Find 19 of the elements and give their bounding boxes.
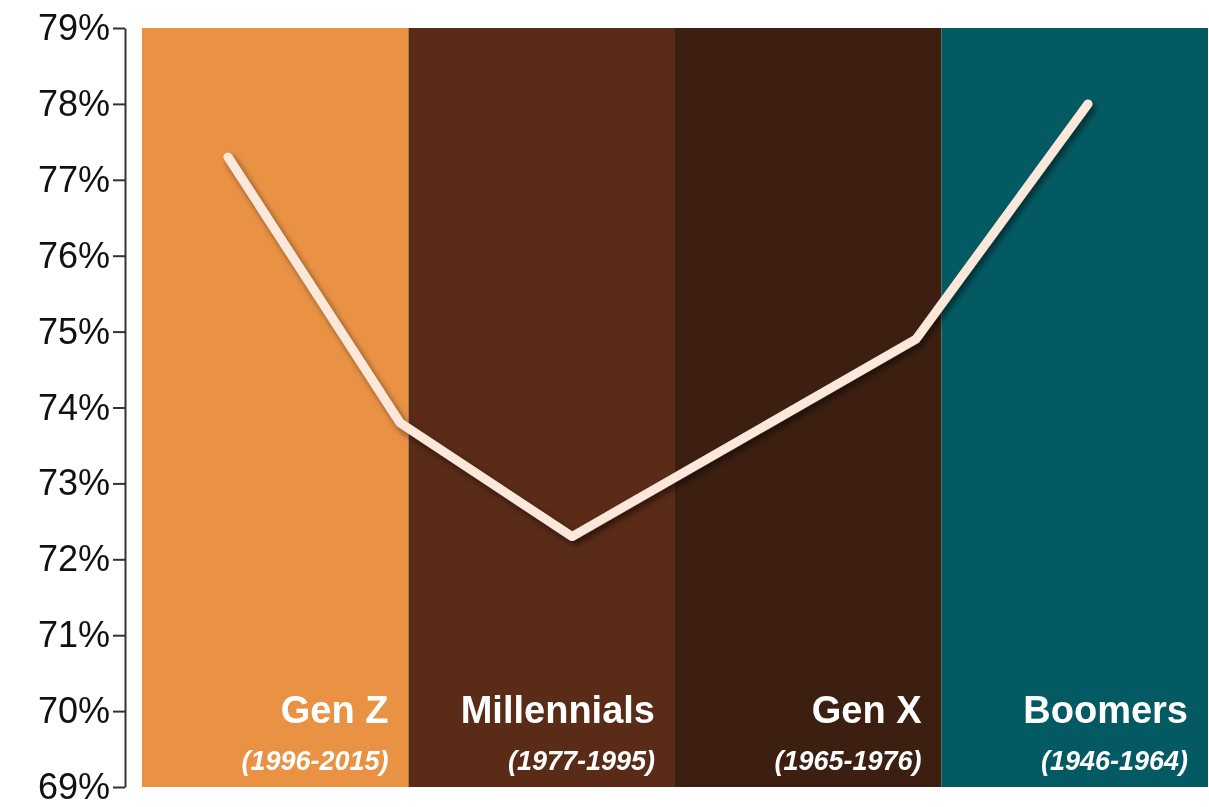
annotation: (1946-1964) [1040, 746, 1188, 776]
annotation: Gen X [811, 689, 923, 731]
y-tick-label: 71% [37, 614, 110, 656]
y-tick-label: 76% [37, 234, 110, 276]
annotation: Boomers [1023, 689, 1188, 731]
y-tick-label: 69% [37, 766, 110, 807]
y-tick-label: 77% [37, 158, 110, 200]
y-tick-label: 75% [37, 310, 110, 352]
annotation: (1977-1995) [507, 746, 655, 776]
annotation: (1996-2015) [241, 746, 389, 776]
y-tick-label: 74% [37, 386, 110, 428]
y-tick-label: 78% [37, 82, 110, 124]
annotation: (1965-1976) [774, 746, 922, 776]
y-tick-label: 72% [37, 538, 110, 580]
y-tick-label: 73% [37, 462, 110, 504]
annotation: Millennials [460, 689, 655, 731]
y-tick-label: 70% [37, 690, 110, 732]
annotation: Gen Z [280, 689, 389, 731]
y-tick-label: 79% [37, 7, 110, 49]
